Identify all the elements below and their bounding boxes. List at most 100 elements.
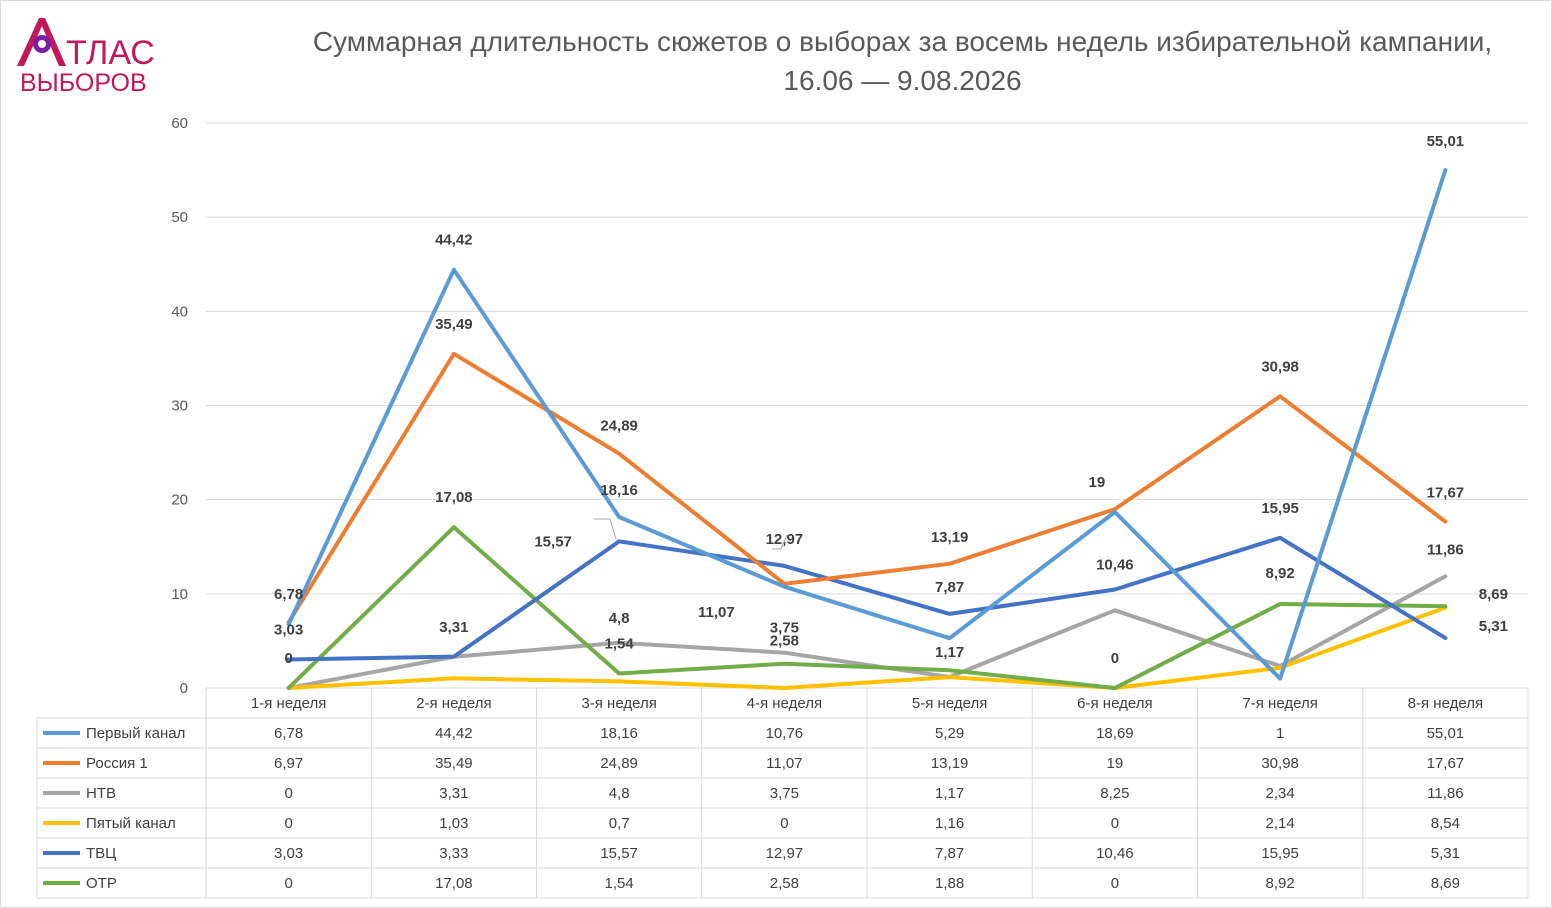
table-cell: 13,19	[931, 755, 969, 772]
table-cell: 10,46	[1096, 845, 1134, 862]
y-tick-label: 0	[180, 680, 188, 697]
category-label: 7-я неделя	[1242, 695, 1317, 712]
table-cell: 0	[780, 815, 788, 832]
data-label: 35,49	[435, 316, 473, 333]
data-label: 55,01	[1427, 133, 1465, 150]
category-label: 5-я неделя	[912, 695, 987, 712]
table-cell: 17,67	[1427, 755, 1465, 772]
series-line	[286, 535, 1448, 662]
table-cell: 18,16	[600, 725, 638, 742]
data-label: 15,95	[1261, 500, 1299, 517]
series-lines	[286, 168, 1448, 690]
y-tick-label: 10	[171, 586, 188, 603]
table-cell: 35,49	[435, 755, 473, 772]
data-label: 12,97	[766, 531, 804, 548]
data-label: 8,92	[1266, 565, 1295, 582]
data-label: 7,87	[935, 579, 964, 596]
table-cell: 1,03	[439, 815, 468, 832]
data-label: 15,57	[534, 533, 572, 550]
atlas-logo: ТЛАС ВЫБОРОВ	[8, 10, 168, 100]
series-line	[286, 574, 1448, 690]
table-cell: 2,14	[1266, 815, 1295, 832]
series-line	[286, 525, 1448, 690]
data-label: 13,19	[931, 529, 969, 546]
category-label: 4-я неделя	[747, 695, 822, 712]
table-cell: 1,88	[935, 875, 964, 892]
category-label: 2-я неделя	[416, 695, 491, 712]
data-table: 1-я неделя 2-я неделя 3-я неделя 4-я неделя…	[36, 687, 1529, 899]
data-label: 17,08	[435, 489, 473, 506]
legend-series-name: НТВ	[86, 785, 116, 802]
data-label: 3,03	[274, 621, 303, 638]
data-label: 8,69	[1479, 586, 1508, 603]
table-cell: 0	[284, 815, 292, 832]
data-label: 18,16	[600, 482, 638, 499]
table-cell: 17,08	[435, 875, 473, 892]
data-label: 4,8	[609, 610, 630, 627]
data-label: 44,42	[435, 232, 473, 249]
table-cell: 15,95	[1261, 845, 1299, 862]
table-cell: 0	[284, 785, 292, 802]
category-label: 8-я неделя	[1408, 695, 1483, 712]
table-cell: 0	[284, 875, 292, 892]
data-label: 11,07	[698, 604, 735, 621]
table-cell: 30,98	[1261, 755, 1299, 772]
series-line	[286, 605, 1448, 690]
table-cell: 3,75	[770, 785, 799, 802]
y-axis: 0 10 20 30 40 50 60	[171, 115, 188, 697]
category-label: 6-я неделя	[1077, 695, 1152, 712]
table-cell: 5,31	[1431, 845, 1460, 862]
series-line	[286, 168, 1448, 681]
data-label: 1,17	[935, 644, 964, 661]
data-label: 0	[284, 650, 292, 667]
logo-text-line1: ТЛАС	[66, 34, 155, 72]
table-cell: 11,07	[766, 755, 802, 772]
table-cell: 8,69	[1431, 875, 1460, 892]
legend-series-name: ОТР	[86, 875, 117, 892]
table-cell: 0	[1111, 875, 1119, 892]
table-cell: 24,89	[600, 755, 638, 772]
table-cell: 4,8	[609, 785, 630, 802]
label-leader-line	[772, 534, 788, 550]
table-cell: 15,57	[600, 845, 638, 862]
data-label: 5,31	[1479, 618, 1508, 635]
data-label: 10,46	[1096, 557, 1134, 574]
table-cell: 10,76	[766, 725, 804, 742]
table-cell: 1,16	[935, 815, 964, 832]
table-cell: 7,87	[935, 845, 964, 862]
data-labels: 6,78 3,03 0 44,42 35,49 17,08 3,31 24,89 18,16 15…	[274, 133, 1508, 667]
table-cell: 6,97	[274, 755, 303, 772]
table-cell: 5,29	[935, 725, 964, 742]
table-cell: 6,78	[274, 725, 303, 742]
table-cell: 8,92	[1266, 875, 1295, 892]
series-line	[286, 351, 1448, 625]
table-cell: 1,17	[935, 785, 964, 802]
table-cell: 0,7	[609, 815, 630, 832]
data-label: 3,31	[439, 619, 468, 636]
y-tick-label: 20	[171, 492, 188, 509]
chart-title: Суммарная длительность сюжетов о выборах…	[312, 26, 1493, 96]
y-tick-label: 60	[171, 115, 188, 132]
logo-a-icon	[17, 18, 66, 66]
table-cell: 1,54	[605, 875, 634, 892]
table-cell: 3,33	[439, 845, 468, 862]
table-cell: 19	[1107, 755, 1124, 772]
table-cell: 11,86	[1427, 785, 1463, 802]
y-tick-label: 40	[171, 303, 188, 320]
data-label: 19	[1089, 474, 1106, 491]
table-cell: 3,31	[439, 785, 468, 802]
legend-series-name: ТВЦ	[86, 845, 116, 862]
category-label: 3-я неделя	[581, 695, 656, 712]
legend-series-name: Пятый канал	[86, 815, 176, 832]
table-cell: 8,54	[1431, 815, 1460, 832]
table-cell: 2,34	[1266, 785, 1295, 802]
data-label: 24,89	[600, 418, 638, 435]
data-label: 3,75	[770, 620, 799, 637]
table-cell: 1	[1276, 725, 1284, 742]
table-cell: 18,69	[1096, 725, 1134, 742]
y-tick-label: 50	[171, 209, 188, 226]
data-label: 11,86	[1427, 541, 1464, 558]
legend-series-name: Россия 1	[86, 755, 148, 772]
legend-series-name: Первый канал	[86, 725, 185, 742]
